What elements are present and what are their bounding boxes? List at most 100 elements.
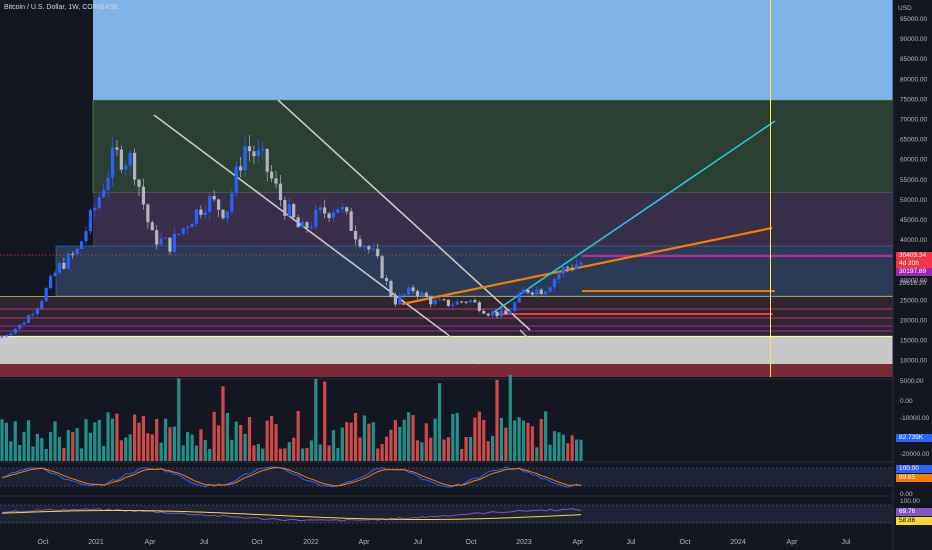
price-axis-label: 15000.00 bbox=[900, 338, 927, 345]
volume-bar bbox=[155, 418, 159, 461]
candle-body bbox=[376, 248, 380, 257]
volume-bar bbox=[579, 439, 583, 461]
volume-bar bbox=[26, 420, 31, 461]
volume-bar bbox=[513, 420, 517, 461]
volume-bar bbox=[247, 417, 252, 461]
volume-bar bbox=[186, 431, 190, 461]
candle-body bbox=[486, 313, 490, 316]
volume-bar bbox=[141, 416, 146, 461]
candle-body bbox=[482, 310, 486, 314]
candle-body bbox=[446, 299, 451, 306]
volume-bar bbox=[44, 448, 48, 461]
candle-body bbox=[407, 287, 411, 295]
volume-bar bbox=[88, 432, 92, 461]
candle-body bbox=[331, 212, 336, 219]
candle-body bbox=[230, 193, 234, 212]
volume-bar bbox=[544, 411, 548, 461]
candle-body bbox=[504, 310, 508, 315]
time-axis[interactable]: Oct 2021 Apr Jul Oct 2022 Apr Jul Oct 2023 Apr Jul O… bbox=[38, 539, 851, 546]
candle-body bbox=[22, 322, 26, 325]
candle-body bbox=[177, 233, 181, 235]
volume-bar bbox=[40, 438, 44, 461]
volume-bar bbox=[398, 426, 402, 461]
candle-body bbox=[411, 287, 415, 292]
candle-body bbox=[380, 256, 384, 279]
candle-body bbox=[261, 148, 265, 151]
volume-bar bbox=[278, 448, 283, 461]
volume-bar bbox=[486, 441, 490, 461]
candle-body bbox=[340, 207, 344, 210]
zone-red bbox=[0, 364, 893, 377]
candle-body bbox=[57, 262, 62, 273]
volume-bar bbox=[132, 414, 137, 461]
candle-body bbox=[557, 273, 561, 280]
volume-bar bbox=[561, 434, 565, 461]
volume-bar bbox=[407, 412, 411, 461]
volume-bar bbox=[265, 420, 269, 461]
volume-bar bbox=[314, 378, 318, 461]
candle-body bbox=[442, 299, 446, 301]
candle-body bbox=[539, 289, 543, 295]
volume-bar bbox=[358, 437, 362, 461]
time-axis-label: Apr bbox=[787, 539, 799, 546]
candle-body bbox=[393, 296, 397, 305]
volume-bar bbox=[451, 413, 455, 461]
volume-bar bbox=[208, 448, 212, 461]
volume-bar bbox=[124, 437, 128, 461]
candle-body bbox=[186, 227, 190, 229]
volume-bar bbox=[261, 448, 265, 461]
candle-body bbox=[216, 199, 221, 210]
candle-body bbox=[287, 204, 291, 216]
volume-bar bbox=[327, 445, 331, 461]
volume-pane bbox=[0, 374, 893, 461]
candle-body bbox=[508, 311, 512, 315]
candle-body bbox=[234, 166, 238, 194]
price-axis-label: 60000.00 bbox=[900, 157, 927, 164]
volume-bar bbox=[482, 420, 486, 461]
volume-bar bbox=[539, 419, 543, 461]
volume-bar bbox=[181, 445, 185, 461]
candle-body bbox=[88, 210, 92, 232]
time-axis-label: Apr bbox=[145, 539, 157, 546]
candle-body bbox=[323, 207, 327, 214]
volume-bar bbox=[172, 426, 176, 461]
candle-body bbox=[499, 310, 504, 317]
candle-body bbox=[239, 166, 243, 171]
volume-bar bbox=[234, 421, 238, 461]
candle-body bbox=[415, 291, 420, 297]
volume-bar bbox=[243, 433, 247, 461]
price-axis-label: 0.00 bbox=[900, 398, 913, 405]
volume-bar bbox=[93, 422, 97, 461]
candle-body bbox=[314, 209, 318, 227]
candle-body bbox=[349, 211, 353, 231]
volume-bar bbox=[150, 434, 154, 461]
volume-bar bbox=[548, 444, 552, 461]
candle-body bbox=[181, 228, 185, 234]
volume-bar bbox=[75, 428, 79, 461]
candle-body bbox=[110, 147, 115, 178]
volume-bar bbox=[79, 448, 84, 461]
candle-body bbox=[327, 213, 331, 219]
volume-bar bbox=[292, 437, 296, 461]
volume-bar bbox=[168, 427, 172, 461]
candle-body bbox=[309, 226, 313, 229]
candle-body bbox=[300, 222, 305, 228]
volume-bar bbox=[557, 432, 561, 461]
candle-body bbox=[137, 179, 141, 187]
price-axis-label: 70000.00 bbox=[900, 117, 927, 124]
price-axis-label: 55000.00 bbox=[900, 177, 927, 184]
volume-bar bbox=[199, 429, 203, 461]
candle-body bbox=[367, 246, 371, 250]
candle-body bbox=[566, 266, 570, 268]
candle-body bbox=[9, 333, 13, 335]
price-axis-label: 75000.00 bbox=[900, 96, 927, 103]
volume-bar bbox=[393, 420, 397, 461]
candle-body bbox=[84, 231, 88, 242]
time-axis-label: 2023 bbox=[516, 539, 532, 546]
volume-bar bbox=[415, 440, 420, 461]
candle-body bbox=[530, 292, 534, 295]
candle-body bbox=[119, 149, 123, 170]
candle-body bbox=[159, 238, 163, 245]
volume-bar bbox=[323, 381, 327, 461]
